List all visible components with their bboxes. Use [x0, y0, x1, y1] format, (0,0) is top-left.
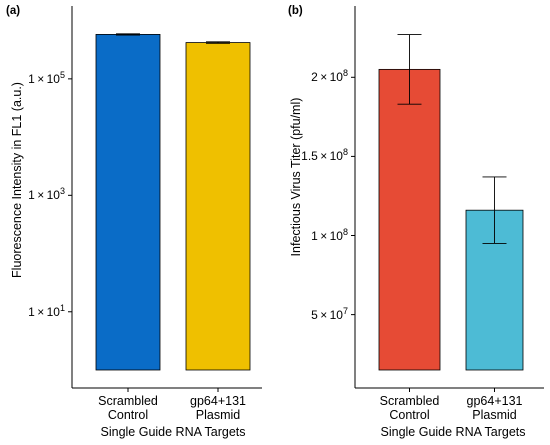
panel-b-ylabel: Infectious Virus Titer (pfu/ml) — [289, 97, 303, 257]
panel-b-y-tick-label-2: 1.5 × 108 — [301, 147, 348, 164]
panel-b-xlabel: Single Guide RNA Targets — [380, 425, 526, 439]
panel-a-category-label-1: Scrambled Control — [98, 394, 158, 422]
panel-a-bar-1 — [95, 34, 161, 371]
panel-b-label: (b) — [288, 5, 303, 17]
panel-b-y-tick-label-3: 1 × 108 — [311, 226, 348, 243]
panel-a-y-tick-label-1: 1 × 105 — [28, 69, 65, 86]
panel-a-y-tick-label-2: 1 × 103 — [28, 186, 65, 203]
panel-a-category-label-2: gp64+131 Plasmid — [190, 394, 246, 422]
panel-a-ylabel: Fluorescence Intensity in FL1 (a.u.) — [10, 82, 24, 278]
panel-b-category-label-2: gp64+131 Plasmid — [466, 394, 523, 422]
panel-a-y-tick-label-3: 1 × 101 — [28, 302, 65, 319]
panel-a-bar-2 — [185, 42, 251, 371]
panel-b-y-tick-label-1: 2 × 108 — [311, 68, 348, 85]
panel-b-bar-1 — [378, 68, 441, 371]
panel-b-category-label-1: Scrambled Control — [379, 394, 440, 422]
panel-b-y-tick-label-4: 5 × 107 — [311, 305, 348, 322]
panel-a-label: (a) — [6, 5, 21, 17]
panel-a-xlabel: Single Guide RNA Targets — [100, 425, 246, 439]
